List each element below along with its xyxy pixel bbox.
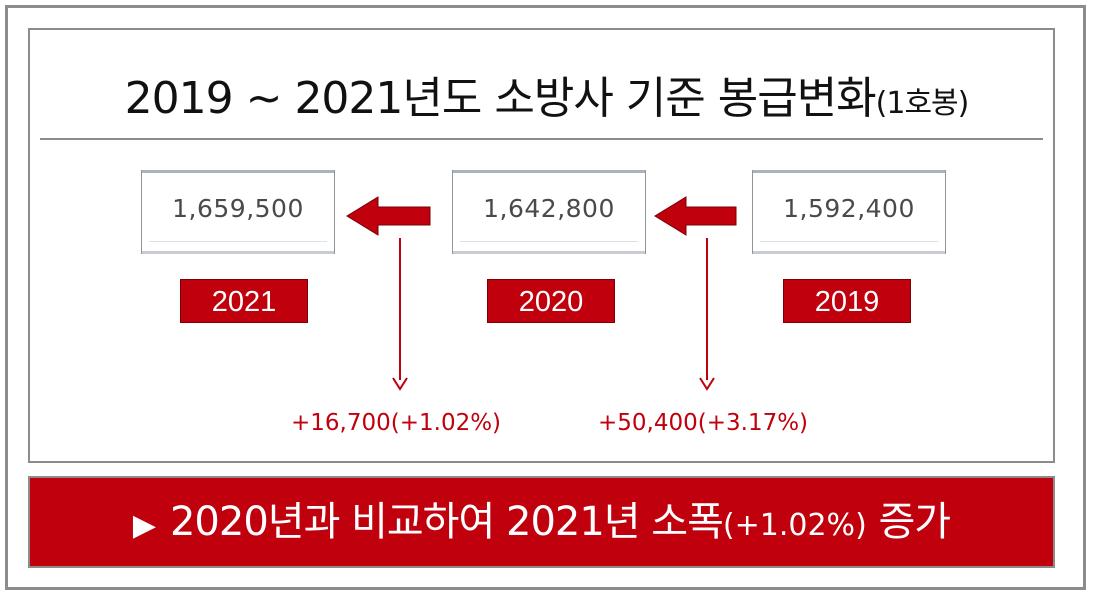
page-title: 2019 ~ 2021년도 소방사 기준 봉급변화(1호봉): [0, 62, 1093, 126]
summary-percent: (+1.02%): [722, 508, 867, 543]
value-amount-2020: 1,642,800: [483, 194, 615, 223]
change-label-2021: +16,700(+1.02%): [291, 410, 502, 436]
value-box-2021: 1,659,500: [141, 170, 335, 254]
value-amount-2019: 1,592,400: [783, 194, 915, 223]
value-amount-2021: 1,659,500: [172, 194, 304, 223]
year-label-2020: 2020: [487, 279, 615, 323]
summary-banner: ▶ 2020년과 비교하여 2021년 소폭(+1.02%) 증가: [28, 476, 1055, 568]
value-box-2019: 1,592,400: [752, 170, 946, 254]
title-note: (1호봉): [875, 86, 970, 121]
value-box-2020: 1,642,800: [452, 170, 646, 254]
summary-text: 2020년과 비교하여 2021년 소폭: [169, 499, 724, 545]
play-triangle-icon: ▶: [132, 508, 156, 543]
change-label-2020: +50,400(+3.17%): [598, 410, 809, 436]
title-main: 2019 ~ 2021년도 소방사 기준 봉급변화: [124, 73, 877, 124]
title-divider: [40, 138, 1043, 140]
outer-frame: [5, 5, 1086, 590]
year-label-2021: 2021: [180, 279, 308, 323]
summary-suffix: 증가: [866, 499, 951, 545]
year-label-2019: 2019: [783, 279, 911, 323]
